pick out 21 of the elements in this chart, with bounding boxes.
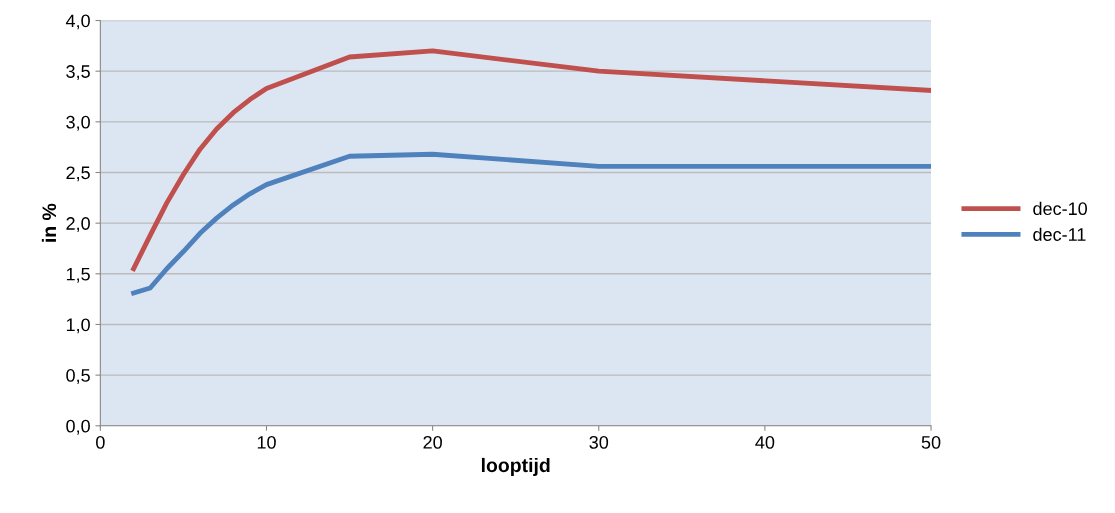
x-tick-label: 10 (257, 435, 276, 449)
line-series (131, 151, 932, 296)
y-tick-label: 0,0 (66, 419, 90, 435)
y-tick-label: 1,0 (66, 318, 90, 334)
legend-label: dec-11 (1033, 227, 1086, 241)
legend-label: dec-10 (1033, 201, 1087, 216)
x-axis-title: looptijd (481, 457, 550, 477)
y-tick-label: 3,5 (66, 65, 90, 81)
x-tick-label: 50 (921, 435, 941, 449)
y-tick-label: 2,5 (66, 166, 90, 182)
y-axis-title: in % (41, 203, 57, 242)
y-tick-label: 4,0 (65, 14, 90, 30)
x-tick-label: 40 (755, 435, 775, 449)
x-tick-label: 30 (589, 435, 609, 449)
y-tick-label: 2,0 (66, 217, 90, 233)
y-tick-label: 1,5 (66, 267, 90, 283)
line-series (131, 48, 932, 272)
y-tick-label: 0,5 (66, 369, 90, 384)
y-tick-label: 3,0 (66, 115, 90, 131)
x-tick-label: 0 (96, 435, 105, 449)
x-tick-label: 20 (423, 435, 442, 449)
